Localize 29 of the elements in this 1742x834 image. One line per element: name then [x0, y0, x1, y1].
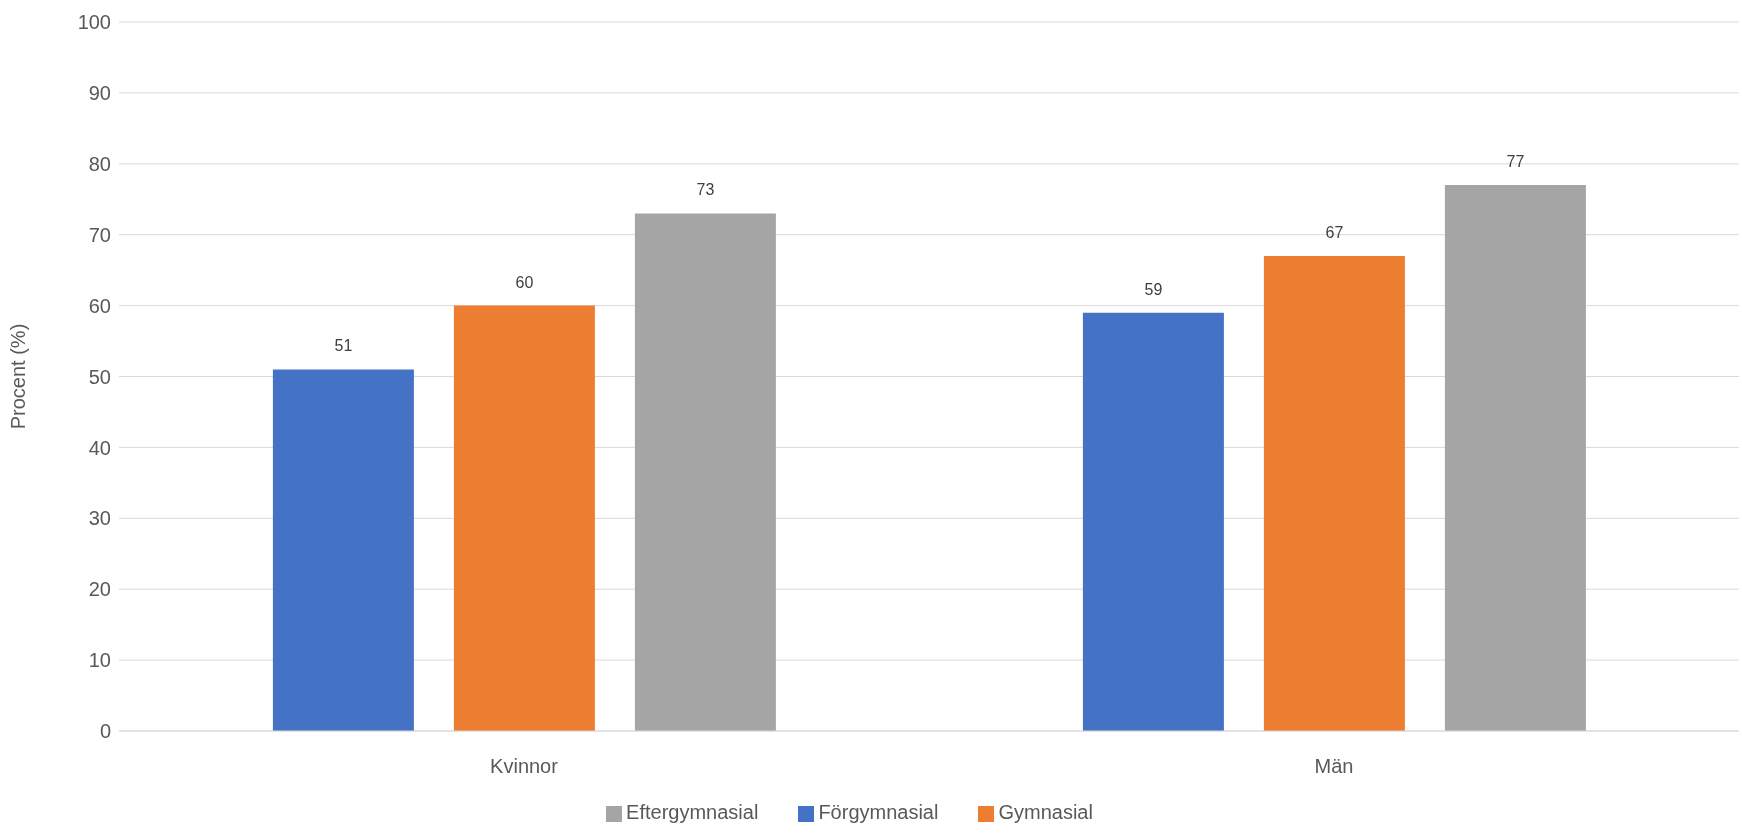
bar: [1444, 185, 1586, 731]
data-label: 51: [334, 337, 353, 355]
y-tick-label: 0: [99, 720, 111, 743]
data-label: 77: [1506, 153, 1525, 171]
y-tick-label: 80: [88, 152, 111, 175]
y-tick-label: 60: [88, 294, 111, 317]
y-tick-label: 90: [88, 82, 111, 104]
y-tick-label: 70: [88, 223, 111, 246]
bar: [272, 369, 414, 731]
data-label: 59: [1144, 280, 1163, 298]
y-tick-label: 40: [88, 436, 111, 459]
legend-label: Förgymnasial: [818, 801, 939, 823]
bar: [1082, 312, 1224, 731]
data-label: 67: [1325, 223, 1344, 241]
y-tick-label: 50: [88, 365, 111, 388]
y-tick-label: 20: [88, 578, 111, 601]
y-tick-label: 10: [88, 649, 111, 672]
legend-label: Eftergymnasial: [626, 801, 759, 823]
y-tick-label: 30: [88, 507, 111, 530]
bar: [453, 305, 595, 731]
x-tick-label: Kvinnor: [490, 755, 559, 778]
bar: [634, 213, 776, 731]
legend-label: Gymnasial: [998, 801, 1093, 823]
x-tick-label: Män: [1314, 755, 1354, 778]
y-tick-label: 100: [77, 11, 111, 34]
y-axis-title: Procent (%): [7, 323, 30, 430]
bar: [1263, 255, 1405, 731]
data-label: 60: [515, 273, 534, 291]
data-label: 73: [696, 181, 715, 199]
